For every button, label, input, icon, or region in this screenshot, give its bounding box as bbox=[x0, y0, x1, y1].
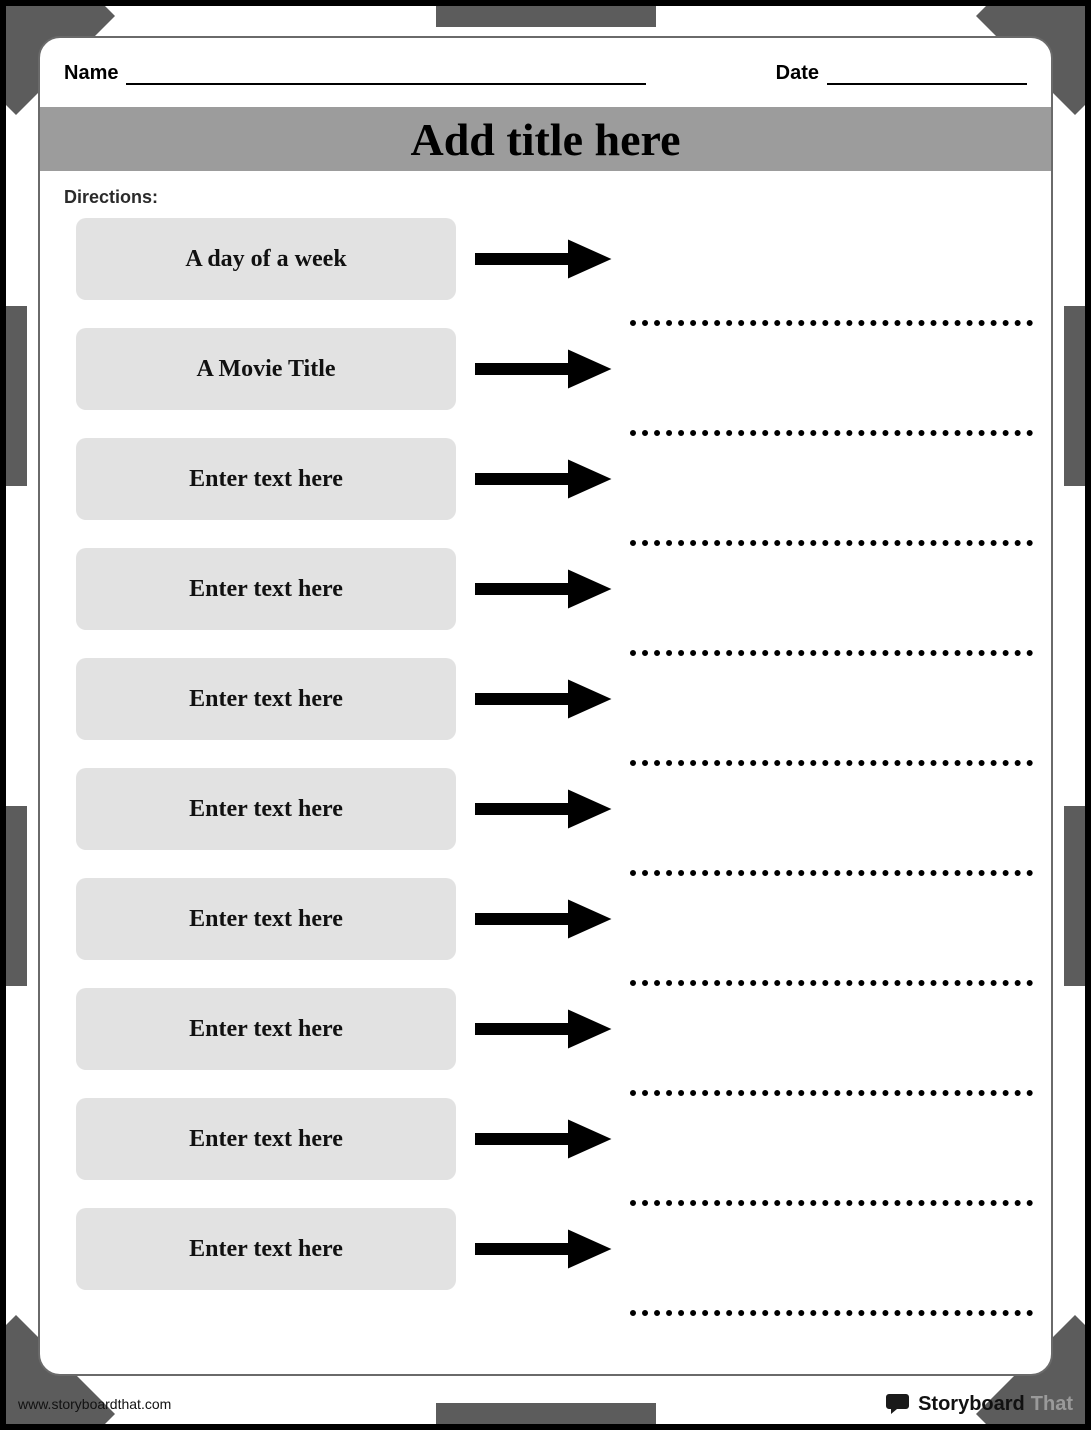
answer-line bbox=[630, 1200, 1033, 1206]
answer-line bbox=[630, 760, 1033, 766]
prompt-box[interactable]: Enter text here bbox=[76, 768, 456, 850]
arrow-right-icon bbox=[468, 1117, 618, 1161]
prompt-box[interactable]: A day of a week bbox=[76, 218, 456, 300]
prompt-row: Enter text here bbox=[76, 548, 1027, 630]
speech-bubble-icon bbox=[886, 1392, 912, 1416]
answer-area[interactable] bbox=[630, 328, 1027, 410]
page-frame: Name Date Add title here Directions: A d… bbox=[0, 0, 1091, 1430]
prompt-row: Enter text here bbox=[76, 438, 1027, 520]
decor-edge bbox=[6, 306, 27, 486]
answer-line bbox=[630, 650, 1033, 656]
brand-secondary: That bbox=[1031, 1393, 1073, 1416]
prompt-box[interactable]: Enter text here bbox=[76, 1208, 456, 1290]
answer-area[interactable] bbox=[630, 1208, 1027, 1290]
answer-area[interactable] bbox=[630, 658, 1027, 740]
decor-edge bbox=[1064, 306, 1085, 486]
prompt-row: Enter text here bbox=[76, 1098, 1027, 1180]
decor-edge bbox=[436, 6, 656, 27]
arrow-right-icon bbox=[468, 347, 618, 391]
answer-line bbox=[630, 1090, 1033, 1096]
arrow-right-icon bbox=[468, 567, 618, 611]
prompt-row: Enter text here bbox=[76, 658, 1027, 740]
answer-area[interactable] bbox=[630, 768, 1027, 850]
decor-edge bbox=[1064, 806, 1085, 986]
prompt-rows: A day of a week A Movie Title Enter text… bbox=[64, 218, 1027, 1290]
arrow-right-icon bbox=[468, 1007, 618, 1051]
prompt-row: Enter text here bbox=[76, 878, 1027, 960]
answer-line bbox=[630, 980, 1033, 986]
brand-logo: Storyboard That bbox=[886, 1392, 1073, 1416]
arrow-right-icon bbox=[468, 897, 618, 941]
arrow-right-icon bbox=[468, 677, 618, 721]
answer-area[interactable] bbox=[630, 548, 1027, 630]
arrow-right-icon bbox=[468, 787, 618, 831]
name-field: Name bbox=[64, 62, 646, 85]
arrow-right-icon bbox=[468, 457, 618, 501]
prompt-box[interactable]: Enter text here bbox=[76, 548, 456, 630]
answer-area[interactable] bbox=[630, 438, 1027, 520]
brand-primary: Storyboard bbox=[918, 1393, 1025, 1416]
prompt-row: A Movie Title bbox=[76, 328, 1027, 410]
answer-area[interactable] bbox=[630, 878, 1027, 960]
prompt-box[interactable]: Enter text here bbox=[76, 438, 456, 520]
prompt-row: Enter text here bbox=[76, 1208, 1027, 1290]
name-label: Name bbox=[64, 62, 118, 85]
date-input-line[interactable] bbox=[827, 67, 1027, 85]
prompt-box[interactable]: Enter text here bbox=[76, 988, 456, 1070]
answer-line bbox=[630, 1310, 1033, 1316]
page-background: Name Date Add title here Directions: A d… bbox=[6, 6, 1085, 1424]
answer-area[interactable] bbox=[630, 988, 1027, 1070]
prompt-row: Enter text here bbox=[76, 768, 1027, 850]
header-row: Name Date bbox=[64, 62, 1027, 85]
arrow-right-icon bbox=[468, 237, 618, 281]
date-field: Date bbox=[776, 62, 1027, 85]
prompt-box[interactable]: Enter text here bbox=[76, 878, 456, 960]
footer-url: www.storyboardthat.com bbox=[18, 1396, 171, 1412]
title-banner[interactable]: Add title here bbox=[40, 107, 1051, 171]
answer-area[interactable] bbox=[630, 1098, 1027, 1180]
answer-line bbox=[630, 540, 1033, 546]
decor-edge bbox=[6, 806, 27, 986]
worksheet-sheet: Name Date Add title here Directions: A d… bbox=[38, 36, 1053, 1376]
footer: www.storyboardthat.com Storyboard That bbox=[18, 1392, 1073, 1416]
prompt-box[interactable]: Enter text here bbox=[76, 658, 456, 740]
page-title: Add title here bbox=[410, 113, 680, 166]
answer-line bbox=[630, 320, 1033, 326]
answer-line bbox=[630, 430, 1033, 436]
arrow-right-icon bbox=[468, 1227, 618, 1271]
directions-label: Directions: bbox=[64, 187, 1027, 208]
prompt-row: Enter text here bbox=[76, 988, 1027, 1070]
answer-area[interactable] bbox=[630, 218, 1027, 300]
date-label: Date bbox=[776, 62, 819, 85]
prompt-box[interactable]: Enter text here bbox=[76, 1098, 456, 1180]
prompt-box[interactable]: A Movie Title bbox=[76, 328, 456, 410]
name-input-line[interactable] bbox=[126, 67, 646, 85]
answer-line bbox=[630, 870, 1033, 876]
prompt-row: A day of a week bbox=[76, 218, 1027, 300]
